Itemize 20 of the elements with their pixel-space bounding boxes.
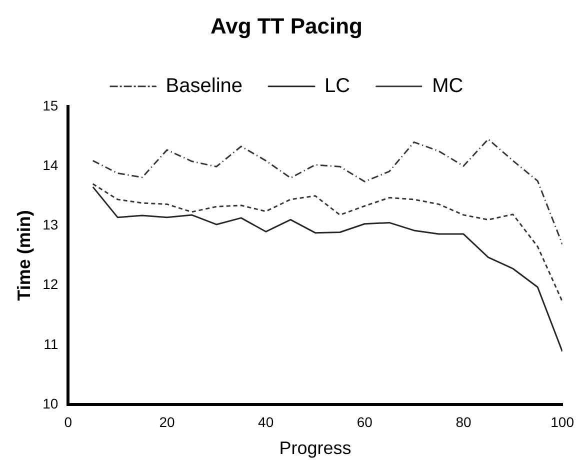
- chart-title: Avg TT Pacing: [210, 13, 362, 38]
- x-tick-label: 80: [456, 414, 472, 430]
- line-series: [92, 138, 562, 245]
- legend-label: Baseline: [166, 74, 243, 97]
- y-tick-label: 13: [42, 216, 58, 233]
- y-tick-label: 12: [42, 276, 58, 292]
- y-tick-label: 10: [42, 395, 58, 412]
- y-tick-label: 11: [44, 336, 58, 352]
- line-series: [92, 183, 562, 302]
- legend-label: MC: [432, 74, 464, 97]
- x-tick-label: 60: [356, 414, 373, 430]
- x-tick-label: 20: [159, 414, 175, 430]
- x-axis-title: Progress: [279, 438, 352, 458]
- y-tick-label: 15: [42, 97, 58, 114]
- y-tick-label: 14: [42, 156, 58, 173]
- legend-label: LC: [324, 74, 350, 97]
- y-axis-title: Time (min): [14, 210, 34, 301]
- x-tick-label: 100: [550, 414, 574, 430]
- x-tick-label: 40: [258, 414, 274, 430]
- x-tick-label: 0: [64, 414, 72, 430]
